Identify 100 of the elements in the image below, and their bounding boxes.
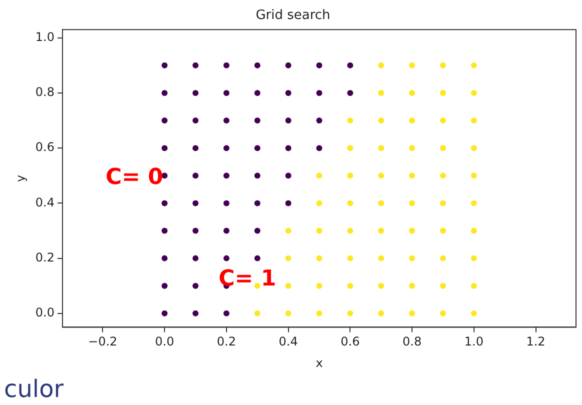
point <box>409 200 416 206</box>
x-tick-label: 0.4 <box>278 334 298 349</box>
point <box>285 62 292 68</box>
y-tick-label: 0.0 <box>35 306 54 320</box>
point <box>223 228 230 234</box>
point <box>254 255 260 262</box>
point <box>192 255 199 262</box>
annotation: C= 1 <box>218 266 276 292</box>
point <box>316 118 322 124</box>
point <box>285 282 292 289</box>
point <box>440 228 446 234</box>
point <box>192 200 199 206</box>
point <box>192 282 199 289</box>
x-tick-label: 0.0 <box>155 334 174 349</box>
point <box>223 255 230 262</box>
point <box>316 228 322 234</box>
point <box>285 90 292 96</box>
y-tick-label: 0.6 <box>35 140 54 154</box>
point <box>440 282 446 289</box>
point <box>347 255 354 262</box>
point <box>192 228 199 234</box>
point <box>285 172 292 179</box>
point <box>470 282 477 289</box>
point <box>409 255 416 262</box>
y-tick-label: 0.2 <box>35 250 54 264</box>
point <box>254 200 260 206</box>
point <box>347 310 354 316</box>
point <box>470 200 477 206</box>
point <box>409 118 416 124</box>
point <box>378 255 384 262</box>
point <box>378 62 384 68</box>
point <box>254 90 260 96</box>
point <box>254 172 260 179</box>
point <box>470 310 477 316</box>
point <box>162 282 168 289</box>
chart-title: Grid search <box>256 8 330 24</box>
point <box>254 310 260 316</box>
point <box>378 172 384 179</box>
point <box>409 282 416 289</box>
y-tick-label: 0.4 <box>35 195 54 210</box>
point <box>162 255 168 262</box>
point <box>347 172 354 179</box>
x-tick-label: 1.0 <box>464 334 484 349</box>
point <box>440 200 446 206</box>
point <box>409 172 416 179</box>
annotation: C= 0 <box>106 165 164 190</box>
point <box>347 145 354 152</box>
point <box>316 62 322 68</box>
point <box>223 310 230 316</box>
point <box>192 118 199 124</box>
point <box>470 62 477 68</box>
point <box>378 118 384 124</box>
x-tick-label: 0.8 <box>402 334 422 349</box>
point <box>440 62 446 68</box>
point <box>378 228 384 234</box>
point <box>470 255 477 262</box>
point <box>347 62 354 68</box>
y-tick-label: 1.0 <box>35 30 54 44</box>
point <box>470 145 477 152</box>
point <box>347 118 354 124</box>
point <box>254 62 260 68</box>
point <box>285 228 292 234</box>
point <box>470 90 477 96</box>
point <box>192 90 199 96</box>
point <box>409 62 416 68</box>
point <box>285 255 292 262</box>
point <box>192 145 199 152</box>
point <box>162 118 168 124</box>
point <box>162 90 168 96</box>
point <box>254 282 260 289</box>
point <box>316 310 322 316</box>
point <box>440 310 446 316</box>
point <box>409 145 416 152</box>
point <box>378 90 384 96</box>
point <box>316 145 322 152</box>
text: culor <box>4 375 64 403</box>
point <box>285 145 292 152</box>
point <box>162 310 168 316</box>
point <box>316 255 322 262</box>
point <box>223 200 230 206</box>
point <box>470 172 477 179</box>
point <box>223 145 230 152</box>
x-tick-label: 1.2 <box>526 334 546 349</box>
point <box>162 228 168 234</box>
point <box>347 90 354 96</box>
point <box>409 310 416 316</box>
point <box>223 172 230 179</box>
point <box>347 200 354 206</box>
point <box>409 228 416 234</box>
point <box>285 118 292 124</box>
point <box>378 310 384 316</box>
point <box>316 172 322 179</box>
point <box>254 228 260 234</box>
point <box>440 90 446 96</box>
point <box>285 310 292 316</box>
point <box>162 200 168 206</box>
point <box>254 145 260 152</box>
point <box>378 200 384 206</box>
point <box>316 90 322 96</box>
point <box>347 228 354 234</box>
